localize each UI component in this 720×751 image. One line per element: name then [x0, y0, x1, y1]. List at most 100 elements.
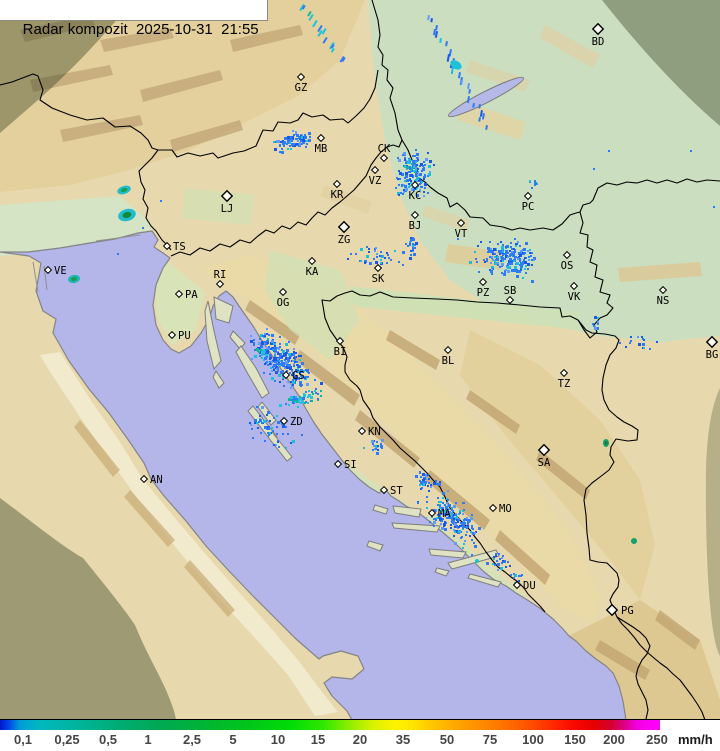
radar-echo	[261, 357, 263, 359]
radar-echo	[254, 419, 257, 422]
radar-echo	[363, 447, 365, 449]
radar-echo	[371, 440, 374, 443]
station-label-SK: SK	[372, 273, 385, 285]
station-diamond-PU	[167, 330, 177, 340]
radar-echo	[477, 245, 479, 247]
radar-echo	[433, 164, 435, 166]
radar-echo	[474, 251, 476, 253]
radar-echo	[471, 514, 473, 516]
radar-echo	[423, 474, 425, 476]
radar-echo	[271, 334, 274, 337]
radar-echo-streak	[434, 31, 438, 38]
radar-echo	[520, 265, 523, 268]
radar-echo	[299, 142, 301, 144]
radar-echo	[402, 154, 404, 156]
radar-echo	[284, 353, 287, 356]
radar-echo	[411, 188, 414, 191]
station-label-TS: TS	[173, 241, 186, 253]
radar-echo	[271, 377, 274, 380]
radar-echo	[426, 501, 428, 503]
radar-echo	[520, 267, 522, 269]
station-diamond-CK	[379, 153, 389, 163]
radar-echo	[275, 361, 277, 363]
radar-echo	[301, 400, 304, 403]
radar-echo	[514, 251, 516, 253]
radar-echo	[259, 419, 262, 422]
radar-echo	[364, 260, 367, 263]
radar-echo	[592, 323, 594, 325]
station-diamond-BL	[443, 345, 453, 355]
radar-echo	[297, 400, 300, 403]
station-label-LJ: LJ	[221, 203, 234, 215]
station-label-MB: MB	[315, 143, 328, 155]
radar-echo	[274, 148, 277, 151]
radar-echo	[298, 398, 300, 400]
radar-echo	[279, 381, 281, 383]
radar-echo	[415, 174, 417, 176]
radar-echo	[501, 257, 504, 260]
station-diamond-SK	[373, 263, 383, 273]
radar-echo	[270, 342, 273, 345]
radar-echo	[518, 580, 520, 582]
radar-echo	[503, 560, 506, 563]
radar-echo	[475, 258, 477, 260]
radar-echo	[459, 512, 461, 514]
radar-echo	[513, 269, 516, 272]
radar-echo	[415, 242, 418, 245]
station-diamond-SA	[537, 443, 551, 457]
radar-echo	[428, 478, 430, 480]
radar-echo	[287, 142, 289, 144]
radar-echo	[292, 372, 294, 374]
scale-label-75: 75	[482, 732, 498, 747]
radar-echo	[298, 371, 300, 373]
radar-echo-streak	[322, 37, 328, 44]
radar-echo	[271, 340, 274, 343]
radar-echo	[442, 497, 444, 499]
radar-echo	[292, 421, 294, 423]
radar-echo	[490, 262, 492, 264]
radar-echo-streak	[317, 29, 323, 37]
station-diamond-ZG	[337, 220, 351, 234]
radar-echo	[264, 363, 266, 365]
radar-echo	[290, 148, 292, 150]
radar-echo	[492, 259, 494, 261]
radar-echo	[405, 243, 407, 245]
radar-echo	[525, 272, 527, 274]
station-label-BD: BD	[592, 36, 605, 48]
radar-echo	[463, 543, 465, 545]
radar-echo	[285, 361, 288, 364]
radar-echo	[306, 140, 308, 142]
radar-echo	[448, 504, 451, 507]
radar-echo	[509, 250, 511, 252]
station-diamond-LJ	[220, 189, 234, 203]
radar-echo	[375, 247, 377, 249]
radar-echo	[273, 444, 275, 446]
radar-echo	[531, 280, 534, 283]
radar-echo	[470, 517, 473, 520]
radar-echo	[410, 239, 412, 241]
radar-echo	[409, 168, 411, 170]
radar-echo	[472, 532, 475, 535]
radar-echo	[499, 253, 501, 255]
radar-echo	[249, 422, 251, 424]
radar-echo	[267, 342, 269, 344]
radar-echo	[283, 145, 285, 147]
radar-echo	[519, 254, 522, 257]
radar-echo	[251, 358, 253, 360]
radar-echo	[375, 448, 377, 450]
radar-echo	[428, 490, 430, 492]
radar-echo	[271, 370, 273, 372]
radar-echo	[288, 404, 290, 406]
radar-echo	[414, 155, 416, 157]
radar-echo-streak	[478, 103, 481, 109]
radar-echo-streak	[457, 72, 461, 79]
radar-echo	[274, 347, 277, 350]
radar-echo	[384, 257, 386, 259]
radar-echo	[293, 363, 295, 365]
radar-echo	[442, 502, 444, 504]
adriatic-sea	[0, 230, 627, 719]
radar-echo	[296, 143, 298, 145]
station-label-PA: PA	[185, 289, 198, 301]
radar-echo	[487, 251, 489, 253]
radar-echo	[451, 507, 453, 509]
